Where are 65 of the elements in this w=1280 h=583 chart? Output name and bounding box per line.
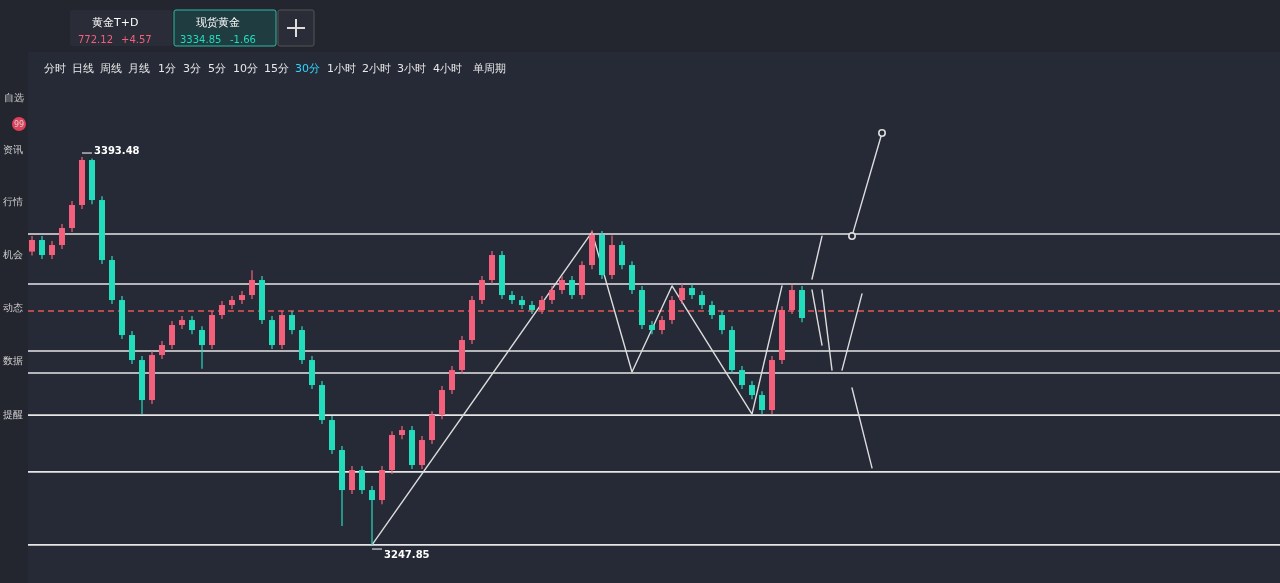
text: 行情 <box>3 196 23 207</box>
annotation: 月线 <box>128 62 150 75</box>
annotation: 日线 <box>72 62 94 75</box>
annotation: 5分 <box>208 62 226 75</box>
candlestick <box>69 200 75 233</box>
annotation: 分时 <box>44 62 66 75</box>
candlestick <box>749 380 755 400</box>
candlestick <box>479 275 485 305</box>
annotation: 3分 <box>183 62 201 75</box>
candlestick <box>239 290 245 305</box>
candlestick <box>49 240 55 260</box>
text: 资讯 <box>3 144 23 155</box>
candlestick <box>679 282 685 305</box>
candlestick <box>659 315 665 335</box>
annotation: 30分 <box>295 62 320 75</box>
text: 数据 <box>3 355 23 366</box>
candlestick <box>59 223 65 250</box>
annotation: 1小时 <box>327 62 356 75</box>
candlestick <box>569 275 575 300</box>
candlestick <box>189 315 195 335</box>
annotation: 单周期 <box>473 62 506 75</box>
text: 提醒 <box>3 409 23 420</box>
candlestick <box>649 320 655 335</box>
candlestick <box>179 315 185 330</box>
annotation: 10分 <box>233 62 258 75</box>
candlestick <box>759 390 765 415</box>
candlestick <box>369 485 375 546</box>
candlestick <box>509 290 515 305</box>
candlestick <box>359 465 365 495</box>
text: +4.57 <box>121 34 152 45</box>
candlestick <box>229 295 235 310</box>
annotation: 2小时 <box>362 62 391 75</box>
text: -1.66 <box>230 34 256 45</box>
text: 772.12 <box>78 34 113 45</box>
candlestick <box>719 310 725 335</box>
candlestick <box>529 300 535 315</box>
text: 自选 <box>4 92 24 103</box>
text: 3334.85 <box>180 34 222 45</box>
annotation: 3247.85 <box>384 549 430 561</box>
text: 动态 <box>3 302 23 313</box>
candlestick <box>519 295 525 310</box>
annotation: 4小时 <box>433 62 462 75</box>
annotation: 3393.48 <box>94 145 140 157</box>
candlestick <box>789 284 795 315</box>
annotation: 1分 <box>158 62 176 75</box>
candlestick <box>349 465 355 495</box>
candlestick <box>39 235 45 260</box>
candlestick <box>169 320 175 350</box>
text: 现货黄金 <box>196 16 240 29</box>
candlestick <box>619 240 625 270</box>
candlestick <box>669 295 675 325</box>
candlestick <box>739 365 745 390</box>
annotation: 周线 <box>100 62 122 75</box>
candlestick <box>199 325 205 370</box>
candlestick <box>549 285 555 305</box>
candlestick <box>29 235 35 257</box>
candlestick <box>399 425 405 440</box>
annotation: 3小时 <box>397 62 426 75</box>
candlestick <box>289 310 295 335</box>
candlestick <box>249 269 255 300</box>
text: 黄金T+D <box>92 16 139 29</box>
candlestick <box>449 365 455 395</box>
annotation: 15分 <box>264 62 289 75</box>
text: 机会 <box>3 249 23 260</box>
candlestick <box>699 290 705 310</box>
